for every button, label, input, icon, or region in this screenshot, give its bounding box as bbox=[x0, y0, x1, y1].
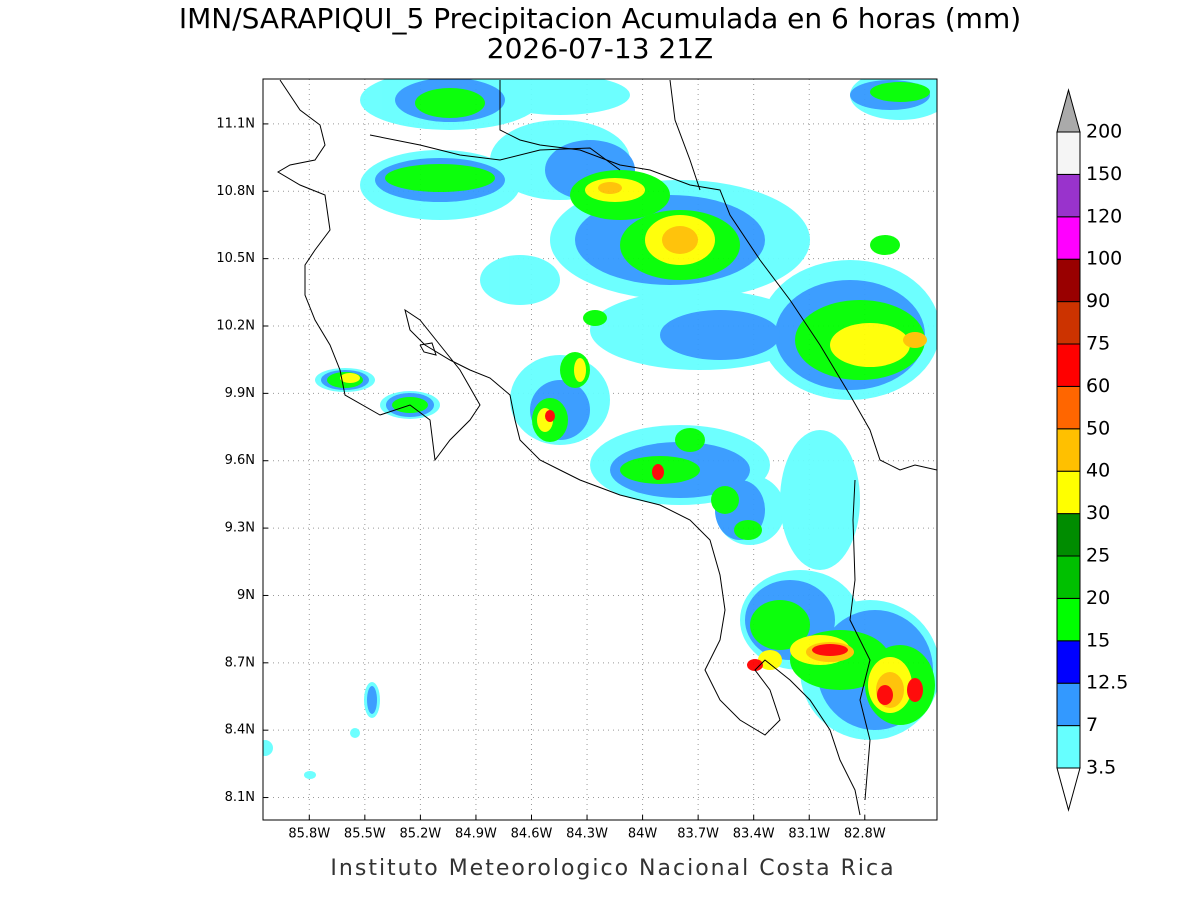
colorbar-label: 120 bbox=[1086, 205, 1122, 227]
colorbar-segment bbox=[1056, 640, 1081, 684]
lat-tick-label: 10.2N bbox=[216, 319, 255, 334]
lon-tick-label: 84W bbox=[628, 827, 658, 842]
colorbar-label: 150 bbox=[1086, 163, 1122, 185]
colorbar-segment bbox=[1056, 343, 1081, 387]
colorbar-segment bbox=[1056, 385, 1081, 430]
lon-tick-label: 85.5W bbox=[344, 827, 386, 842]
lat-tick-label: 8.7N bbox=[225, 655, 255, 670]
colorbar-segment bbox=[1056, 470, 1081, 515]
colorbar-label: 12.5 bbox=[1086, 672, 1128, 694]
lon-tick-label: 82.8W bbox=[844, 827, 886, 842]
colorbar-label: 20 bbox=[1086, 587, 1110, 609]
colorbar-label: 60 bbox=[1086, 375, 1110, 397]
lon-tick-label: 84.6W bbox=[511, 827, 553, 842]
lat-tick-label: 8.1N bbox=[225, 790, 255, 805]
colorbar-segment bbox=[1056, 258, 1081, 303]
lon-tick-label: 84.9W bbox=[455, 827, 497, 842]
colorbar-segment bbox=[1056, 428, 1081, 472]
colorbar-label: 75 bbox=[1086, 333, 1110, 355]
lat-tick-label: 8.4N bbox=[225, 723, 255, 738]
lon-tick-label: 83.7W bbox=[677, 827, 719, 842]
colorbar-label: 40 bbox=[1086, 460, 1110, 482]
colorbar-segment bbox=[1056, 216, 1081, 260]
colorbar-label: 3.5 bbox=[1086, 757, 1116, 779]
colorbar-segment bbox=[1056, 173, 1081, 218]
lat-tick-label: 9.6N bbox=[225, 453, 255, 468]
colorbar-label: 25 bbox=[1086, 545, 1110, 567]
colorbar: 3.5 7 12.5 15 20 25 30 40 50 60 75 90 100 120 150 200 bbox=[1056, 88, 1128, 812]
colorbar-label: 200 bbox=[1086, 121, 1122, 143]
title: IMN/SARAPIQUI_5 Precipitacion Acumulada … bbox=[179, 2, 1021, 35]
coastlines bbox=[277, 79, 937, 816]
footer: Instituto Meteorologico Nacional Costa R… bbox=[330, 856, 895, 881]
colorbar-label: 100 bbox=[1086, 248, 1122, 270]
lat-tick-label: 10.5N bbox=[216, 251, 255, 266]
colorbar-label: 90 bbox=[1086, 290, 1110, 312]
lon-tick-label: 83.4W bbox=[733, 827, 775, 842]
colorbar-segment bbox=[1056, 597, 1081, 642]
lat-tick-label: 9N bbox=[237, 588, 255, 603]
lon-tick-label: 83.1W bbox=[788, 827, 830, 842]
map-frame bbox=[262, 78, 938, 821]
lon-tick-label: 84.3W bbox=[566, 827, 608, 842]
lat-tick-label: 11.1N bbox=[216, 116, 255, 131]
colorbar-label: 15 bbox=[1086, 629, 1110, 651]
colorbar-segment bbox=[1056, 131, 1081, 175]
precipitation-field bbox=[263, 79, 937, 779]
colorbar-segment bbox=[1056, 725, 1081, 769]
colorbar-segment bbox=[1056, 513, 1081, 557]
lat-tick-label: 9.9N bbox=[225, 386, 255, 401]
lat-tick-label: 9.3N bbox=[225, 521, 255, 536]
lon-tick-label: 85.8W bbox=[288, 827, 330, 842]
lon-tick-label: 85.2W bbox=[399, 827, 441, 842]
colorbar-under bbox=[1056, 767, 1081, 812]
colorbar-label: 7 bbox=[1086, 714, 1098, 736]
colorbar-segment bbox=[1056, 555, 1081, 599]
lat-tick-label: 10.8N bbox=[216, 184, 255, 199]
colorbar-over bbox=[1056, 88, 1081, 133]
colorbar-segment bbox=[1056, 682, 1081, 727]
colorbar-label: 50 bbox=[1086, 417, 1110, 439]
colorbar-label: 30 bbox=[1086, 502, 1110, 524]
subtitle: 2026-07-13 21Z bbox=[487, 32, 713, 65]
colorbar-segment bbox=[1056, 301, 1081, 345]
